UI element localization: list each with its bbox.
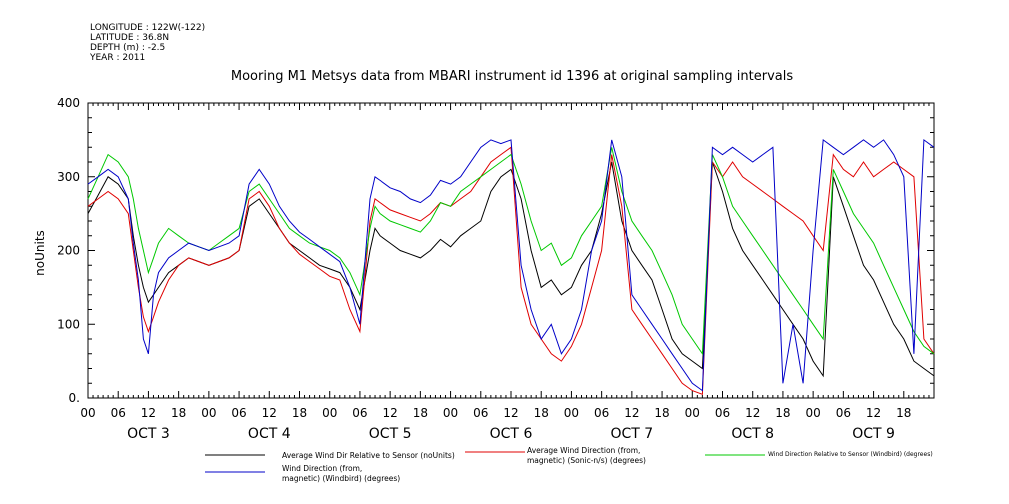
x-tick-label: 06 (715, 406, 730, 420)
meta-longitude: LONGITUDE : 122W(-122) (90, 23, 205, 33)
x-tick-label: 18 (775, 406, 790, 420)
x-tick-label: 18 (171, 406, 186, 420)
legend: Average Wind Dir Relative to Sensor (noU… (205, 446, 933, 483)
y-tick-label: 400 (57, 96, 80, 110)
day-labels: OCT 3 OCT 4 OCT 5 OCT 6 OCT 7 OCT 8 OCT 9 (127, 426, 895, 442)
x-tick-label: 06 (352, 406, 367, 420)
day-label: OCT 5 (369, 426, 412, 442)
series-lines (87, 138, 935, 396)
y-tick-label: 300 (57, 170, 80, 184)
day-label: OCT 6 (490, 426, 533, 442)
x-tick-label: 06 (111, 406, 126, 420)
series-line-1 (87, 146, 935, 396)
y-axis-label: noUnits (33, 230, 47, 276)
meta-latitude: LATITUDE : 36.8N (90, 33, 169, 43)
x-tick-label: 12 (383, 406, 398, 420)
meta-year: YEAR : 2011 (89, 53, 145, 63)
x-tick-labels: 00 06 12 18 00 06 12 18 00 06 12 18 00 06 12 18 00 06 12 18… (80, 406, 911, 420)
x-tick-label: 06 (594, 406, 609, 420)
x-tick-label: 18 (292, 406, 307, 420)
x-tick-label: 06 (836, 406, 851, 420)
x-tick-label: 18 (896, 406, 911, 420)
x-tick-label: 00 (201, 406, 216, 420)
legend-label-avg-wind-dir-mag: Average Wind Direction (from, magnetic) … (527, 446, 646, 465)
x-tick-label: 12 (624, 406, 639, 420)
series-line-2 (87, 147, 935, 356)
x-tick-label: 12 (745, 406, 760, 420)
x-tick-label: 12 (141, 406, 156, 420)
day-label: OCT 9 (852, 426, 895, 442)
meta-depth: DEPTH (m) : -2.5 (90, 43, 165, 53)
x-tick-label: 00 (322, 406, 337, 420)
day-label: OCT 4 (248, 426, 291, 442)
x-tick-label: 12 (503, 406, 518, 420)
y-tick-label: 0. (69, 391, 80, 405)
legend-label-avg-wind-dir-rel: Average Wind Dir Relative to Sensor (noU… (282, 451, 455, 460)
legend-label-wind-dir-mag-windbird: Wind Direction (from, magnetic) (Windbir… (282, 464, 400, 483)
day-label: OCT 8 (731, 426, 774, 442)
y-tick-labels: 0. 100 200 300 400 (57, 96, 80, 405)
x-tick-label: 12 (866, 406, 881, 420)
chart-title: Mooring M1 Metsys data from MBARI instru… (231, 69, 793, 84)
day-label: OCT 3 (127, 426, 170, 442)
x-tick-label: 00 (564, 406, 579, 420)
legend-label-wind-dir-rel-windbird: Wind Direction Relative to Sensor (Windb… (768, 451, 933, 458)
legend-label-wind-dir-mag-windbird-line1: Wind Direction (from, (282, 464, 362, 473)
x-tick-label: 06 (231, 406, 246, 420)
y-tick-label: 100 (57, 317, 80, 331)
y-tick-label: 200 (57, 244, 80, 258)
series-line-3 (87, 138, 935, 392)
x-tick-label: 18 (534, 406, 549, 420)
legend-label-avg-wind-dir-mag-line1: Average Wind Direction (from, (527, 446, 640, 455)
axis-ticks (87, 102, 935, 399)
x-tick-label: 00 (685, 406, 700, 420)
series-line-0 (87, 161, 935, 378)
x-tick-label: 12 (262, 406, 277, 420)
x-tick-label: 18 (413, 406, 428, 420)
x-tick-label: 06 (473, 406, 488, 420)
legend-label-avg-wind-dir-mag-line2: magnetic) (Sonic-n/s) (degrees) (527, 456, 646, 465)
x-tick-label: 00 (80, 406, 95, 420)
legend-label-wind-dir-mag-windbird-line2: magnetic) (Windbird) (degrees) (282, 474, 400, 483)
x-tick-label: 00 (806, 406, 821, 420)
day-label: OCT 7 (610, 426, 653, 442)
x-tick-label: 00 (443, 406, 458, 420)
x-tick-label: 18 (654, 406, 669, 420)
